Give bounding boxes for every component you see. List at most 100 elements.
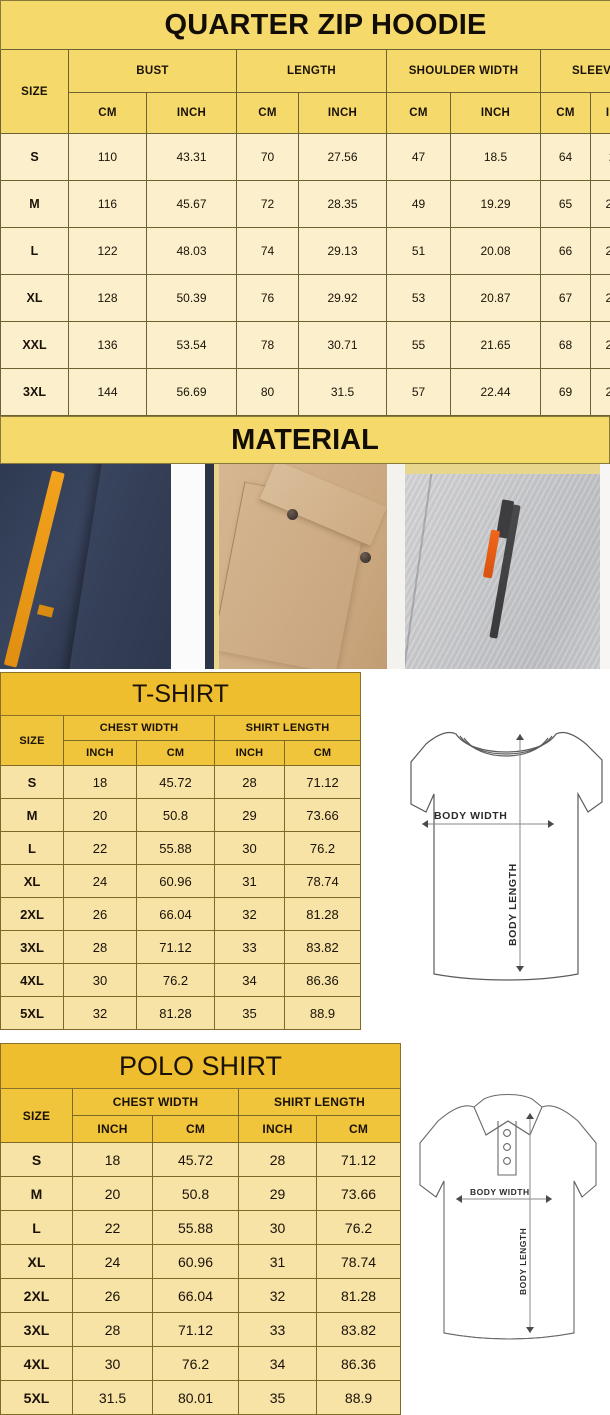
table-row: 5XL 32 81.28 35 88.9 (1, 997, 361, 1030)
polo-cell-len-cm: 83.82 (317, 1313, 401, 1347)
hoodie-cell-length-inch: 31.5 (299, 369, 387, 416)
hoodie-cell-bust-inch: 45.67 (147, 181, 237, 228)
tshirt-cell-len-cm: 76.2 (285, 832, 361, 865)
polo-cell-chest-inch: 24 (73, 1245, 153, 1279)
hoodie-unit-shoulder-inch: INCH (451, 93, 541, 134)
hoodie-cell-bust-cm: 128 (69, 275, 147, 322)
hoodie-cell-bust-inch: 48.03 (147, 228, 237, 275)
tshirt-cell-len-cm: 83.82 (285, 931, 361, 964)
polo-diagram: BODY WIDTH BODY LENGTH (412, 1085, 602, 1357)
hoodie-cell-size: 3XL (1, 369, 69, 416)
polo-cell-chest-inch: 20 (73, 1177, 153, 1211)
tshirt-cell-len-cm: 81.28 (285, 898, 361, 931)
material-section: MATERIAL (0, 416, 610, 669)
polo-cell-chest-inch: 22 (73, 1211, 153, 1245)
polo-cell-chest-inch: 31.5 (73, 1381, 153, 1415)
polo-cell-len-inch: 33 (239, 1313, 317, 1347)
polo-cell-chest-inch: 18 (73, 1143, 153, 1177)
tshirt-cell-len-inch: 32 (215, 898, 285, 931)
table-row: S 18 45.72 28 71.12 (1, 1143, 401, 1177)
hoodie-cell-shoulder-cm: 55 (387, 322, 451, 369)
tshirt-cell-len-cm: 78.74 (285, 865, 361, 898)
hoodie-cell-bust-cm: 144 (69, 369, 147, 416)
polo-header-size: SIZE (1, 1089, 73, 1143)
hoodie-cell-sleeve-inch: 25.59 (591, 181, 610, 228)
polo-cell-chest-cm: 66.04 (153, 1279, 239, 1313)
tshirt-unit-len-cm: CM (285, 741, 361, 766)
tshirt-cell-chest-inch: 26 (64, 898, 137, 931)
tshirt-cell-chest-inch: 28 (64, 931, 137, 964)
hoodie-cell-bust-cm: 116 (69, 181, 147, 228)
polo-body-width-label: BODY WIDTH (470, 1187, 530, 1197)
tshirt-cell-len-inch: 30 (215, 832, 285, 865)
polo-cell-len-cm: 73.66 (317, 1177, 401, 1211)
tshirt-cell-size: S (1, 766, 64, 799)
tshirt-cell-chest-inch: 20 (64, 799, 137, 832)
hoodie-cell-length-cm: 72 (237, 181, 299, 228)
tshirt-unit-len-inch: INCH (215, 741, 285, 766)
hoodie-unit-sleeve-inch: INCH (591, 93, 610, 134)
tshirt-cell-size: XL (1, 865, 64, 898)
tshirt-unit-chest-cm: CM (137, 741, 215, 766)
polo-cell-size: M (1, 1177, 73, 1211)
hoodie-unit-shoulder-cm: CM (387, 93, 451, 134)
tshirt-cell-chest-cm: 50.8 (137, 799, 215, 832)
polo-unit-len-cm: CM (317, 1116, 401, 1143)
hoodie-unit-length-inch: INCH (299, 93, 387, 134)
polo-cell-len-cm: 71.12 (317, 1143, 401, 1177)
table-row: L 22 55.88 30 76.2 (1, 1211, 401, 1245)
tshirt-size-table: T-SHIRT SIZE CHEST WIDTH SHIRT LENGTH IN… (0, 672, 361, 1030)
hoodie-cell-shoulder-inch: 20.87 (451, 275, 541, 322)
hoodie-cell-sleeve-inch: 26.38 (591, 275, 610, 322)
tshirt-cell-chest-inch: 22 (64, 832, 137, 865)
polo-cell-len-cm: 86.36 (317, 1347, 401, 1381)
navy-hoodie-drawstring-photo (0, 464, 205, 669)
table-row: L 122 48.03 74 29.13 51 20.08 66 25.98 (1, 228, 610, 275)
table-row: S 18 45.72 28 71.12 (1, 766, 361, 799)
polo-body-length-label: BODY LENGTH (518, 1228, 528, 1295)
table-row: 3XL 144 56.69 80 31.5 57 22.44 69 27.17 (1, 369, 610, 416)
hoodie-size-table: QUARTER ZIP HOODIE SIZE BUST LENGTH SHOU… (0, 0, 610, 416)
hoodie-cell-sleeve-inch: 26.77 (591, 322, 610, 369)
tshirt-cell-size: 5XL (1, 997, 64, 1030)
tshirt-cell-size: L (1, 832, 64, 865)
polo-cell-size: 3XL (1, 1313, 73, 1347)
table-row: 4XL 30 76.2 34 86.36 (1, 1347, 401, 1381)
hoodie-cell-sleeve-cm: 68 (541, 322, 591, 369)
tshirt-cell-chest-cm: 76.2 (137, 964, 215, 997)
hoodie-cell-length-inch: 29.13 (299, 228, 387, 275)
hoodie-header-length: LENGTH (237, 50, 387, 93)
tshirt-header-chest-width: CHEST WIDTH (64, 716, 215, 741)
hoodie-cell-length-inch: 27.56 (299, 134, 387, 181)
hoodie-cell-shoulder-inch: 22.44 (451, 369, 541, 416)
tshirt-cell-len-inch: 31 (215, 865, 285, 898)
tshirt-section: T-SHIRT SIZE CHEST WIDTH SHIRT LENGTH IN… (0, 672, 610, 1030)
polo-title: POLO SHIRT (1, 1044, 401, 1089)
hoodie-cell-shoulder-cm: 47 (387, 134, 451, 181)
tshirt-cell-chest-cm: 45.72 (137, 766, 215, 799)
polo-cell-chest-inch: 30 (73, 1347, 153, 1381)
hoodie-cell-shoulder-inch: 20.08 (451, 228, 541, 275)
hoodie-cell-size: L (1, 228, 69, 275)
polo-cell-len-cm: 76.2 (317, 1211, 401, 1245)
tshirt-unit-chest-inch: INCH (64, 741, 137, 766)
hoodie-cell-sleeve-cm: 66 (541, 228, 591, 275)
material-title: MATERIAL (0, 416, 610, 464)
tshirt-body-length-label: BODY LENGTH (507, 863, 519, 946)
tshirt-cell-len-cm: 73.66 (285, 799, 361, 832)
tshirt-title: T-SHIRT (1, 673, 361, 716)
table-row: L 22 55.88 30 76.2 (1, 832, 361, 865)
polo-unit-chest-inch: INCH (73, 1116, 153, 1143)
hoodie-cell-shoulder-inch: 19.29 (451, 181, 541, 228)
polo-cell-chest-cm: 76.2 (153, 1347, 239, 1381)
tshirt-title-row: T-SHIRT (1, 673, 361, 716)
hoodie-cell-shoulder-inch: 18.5 (451, 134, 541, 181)
hoodie-cell-sleeve-cm: 67 (541, 275, 591, 322)
polo-cell-size: XL (1, 1245, 73, 1279)
tshirt-cell-size: M (1, 799, 64, 832)
hoodie-cell-bust-inch: 56.69 (147, 369, 237, 416)
tshirt-cell-chest-inch: 30 (64, 964, 137, 997)
polo-cell-size: L (1, 1211, 73, 1245)
tshirt-cell-size: 2XL (1, 898, 64, 931)
